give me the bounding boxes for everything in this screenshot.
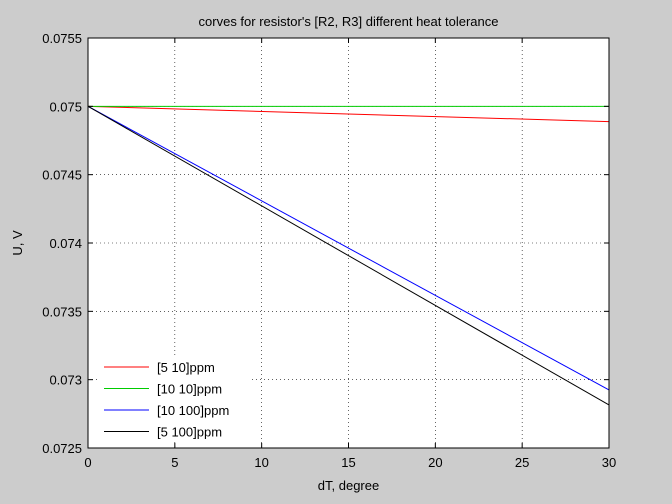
legend-box <box>99 356 251 442</box>
legend: [5 10]ppm [10 10]ppm [10 100]ppm [5 100]ppm <box>99 356 251 442</box>
legend-label: [10 10]ppm <box>157 382 222 397</box>
series-line-0 <box>87 105 610 123</box>
chart-title: corves for resistor's [R2, R3] different… <box>199 14 499 29</box>
legend-label: [5 10]ppm <box>157 360 215 375</box>
y-tick-label: 0.0725 <box>42 441 82 456</box>
y-tick-label: 0.074 <box>49 236 82 251</box>
x-tick-label: 0 <box>84 455 91 470</box>
legend-label: [10 100]ppm <box>157 403 229 418</box>
y-tick-label: 0.075 <box>49 99 82 114</box>
x-tick-label: 20 <box>428 455 442 470</box>
y-tick-labels: 0.0725 0.073 0.0735 0.074 0.0745 0.075 0.0755 <box>42 31 82 456</box>
x-tick-label: 5 <box>171 455 178 470</box>
y-tick-label: 0.0745 <box>42 168 82 183</box>
x-axis-label: dT, degree <box>318 478 379 493</box>
series-group <box>87 105 610 406</box>
ticks <box>87 37 610 449</box>
y-tick-label: 0.073 <box>49 373 82 388</box>
legend-label: [5 100]ppm <box>157 425 222 440</box>
y-axis-label: U, V <box>10 230 25 256</box>
series-line-3 <box>87 105 610 406</box>
x-tick-labels: 0 5 10 15 20 25 30 <box>84 455 616 470</box>
x-tick-label: 25 <box>515 455 529 470</box>
x-tick-label: 30 <box>602 455 616 470</box>
y-tick-label: 0.0755 <box>42 31 82 46</box>
series-line-2 <box>87 105 610 391</box>
y-tick-label: 0.0735 <box>42 304 82 319</box>
x-tick-label: 15 <box>341 455 355 470</box>
x-tick-label: 10 <box>254 455 268 470</box>
